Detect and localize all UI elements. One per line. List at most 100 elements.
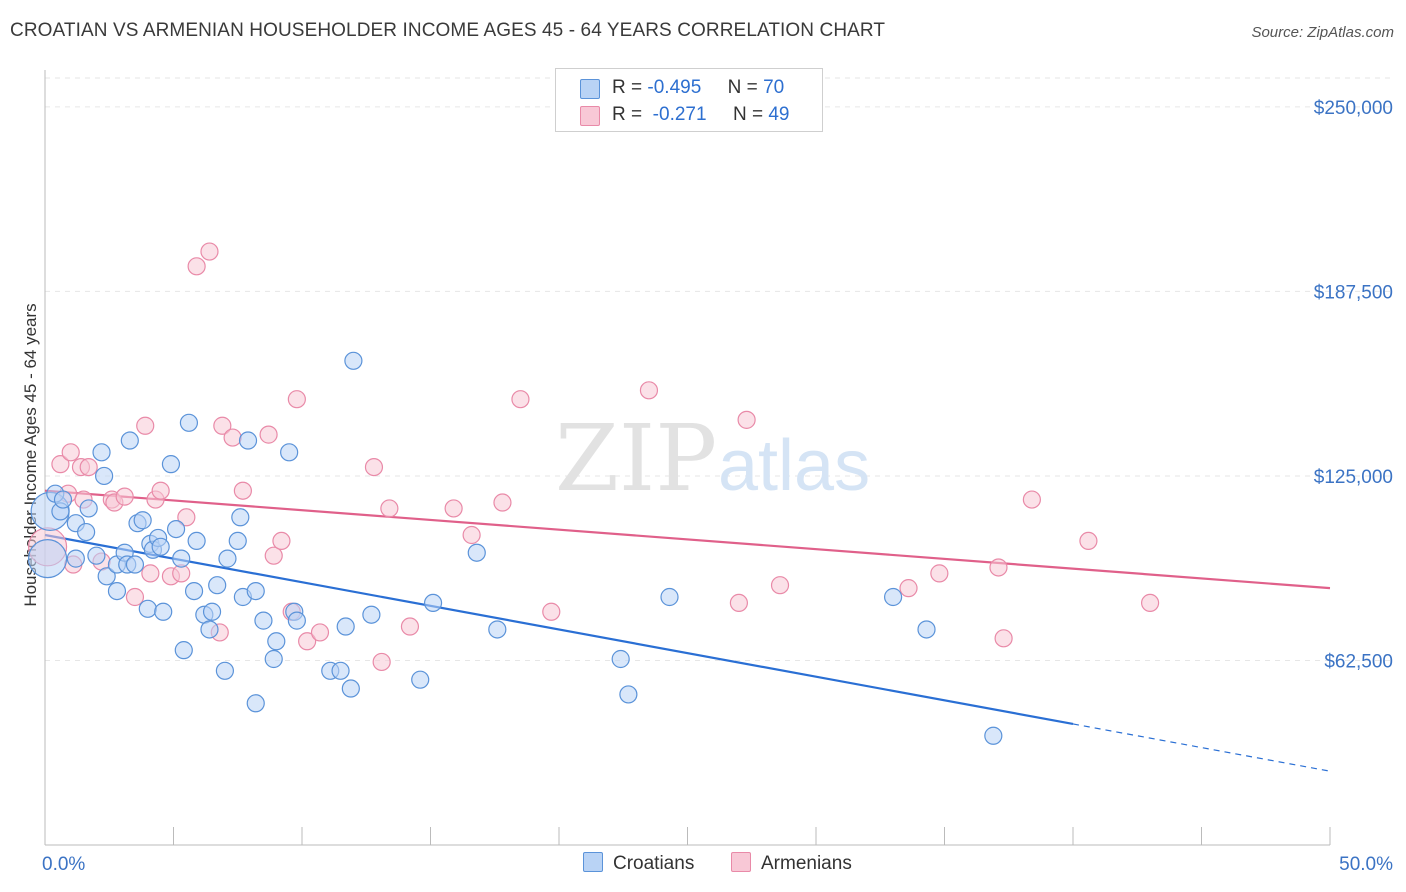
armenians-point bbox=[200, 242, 219, 261]
x-tick-label: 50.0% bbox=[1339, 854, 1393, 875]
armenians-points bbox=[27, 242, 1160, 672]
croatians-point bbox=[79, 499, 98, 518]
armenians-point bbox=[223, 428, 242, 447]
croatians-legend-swatch bbox=[583, 852, 603, 872]
croatians-point bbox=[619, 685, 638, 704]
croatians-point bbox=[92, 443, 111, 462]
armenians-point bbox=[1140, 593, 1160, 613]
croatians-point bbox=[172, 549, 191, 568]
armenians-point bbox=[372, 652, 391, 672]
armenians-point bbox=[1079, 531, 1098, 551]
armenians-point bbox=[187, 257, 206, 276]
armenians-point bbox=[233, 481, 252, 500]
armenians-point bbox=[125, 587, 145, 607]
croatians-point bbox=[161, 455, 181, 474]
croatians-point bbox=[125, 555, 145, 574]
watermark-zip: ZIP bbox=[555, 405, 717, 512]
croatians-point bbox=[87, 546, 106, 565]
y-tick-label: $187,500 bbox=[1314, 282, 1393, 303]
armenians-point bbox=[213, 416, 232, 435]
armenians-point bbox=[136, 416, 155, 435]
armenians-point bbox=[310, 623, 330, 642]
armenians-n-value: 49 bbox=[768, 104, 790, 125]
bottom-legend-armenians: Armenians bbox=[731, 852, 852, 875]
armenians-point bbox=[115, 487, 134, 506]
watermark: ZIP atlas bbox=[555, 405, 870, 512]
armenians-r-value: -0.271 bbox=[652, 104, 707, 125]
croatians-point bbox=[107, 581, 127, 601]
croatians-trend-line bbox=[44, 533, 1074, 726]
armenians-point bbox=[729, 593, 749, 613]
armenians-point bbox=[462, 525, 481, 545]
correlation-legend: R = -0.495 N = 70 R = -0.271 N = 49 bbox=[555, 68, 823, 132]
croatians-point bbox=[166, 519, 186, 539]
armenians-legend-swatch bbox=[731, 852, 751, 872]
croatians-point bbox=[77, 522, 96, 542]
croatians-point bbox=[264, 649, 283, 669]
croatians-point bbox=[228, 531, 247, 551]
croatians-point bbox=[27, 539, 68, 579]
croatians-point bbox=[215, 661, 234, 680]
croatians-point bbox=[267, 632, 286, 651]
croatians-point bbox=[95, 466, 114, 486]
axes bbox=[44, 70, 1331, 846]
x-tick-label: 0.0% bbox=[42, 854, 85, 875]
y-axis-title: Householder Income Ages 45 - 64 years bbox=[21, 303, 40, 606]
croatians-point bbox=[184, 581, 204, 601]
armenians-point bbox=[151, 481, 170, 500]
armenians-point bbox=[511, 390, 530, 409]
armenians-point bbox=[899, 579, 918, 598]
croatians-points bbox=[27, 351, 1003, 745]
armenians-point bbox=[493, 493, 512, 512]
croatians-point bbox=[411, 670, 430, 689]
croatians-point bbox=[917, 620, 936, 639]
croatians-point bbox=[151, 537, 170, 556]
legend-n-label: N = bbox=[727, 77, 758, 98]
armenians-point bbox=[444, 499, 463, 518]
croatians-point bbox=[238, 431, 258, 450]
croatians-point bbox=[208, 576, 227, 595]
armenians-legend-label: Armenians bbox=[761, 853, 852, 874]
croatians-point bbox=[344, 351, 363, 370]
croatians-point bbox=[138, 599, 157, 618]
armenians-point bbox=[264, 546, 283, 565]
armenians-swatch bbox=[580, 106, 600, 126]
croatians-point bbox=[120, 431, 139, 450]
croatians-point bbox=[611, 649, 630, 669]
croatians-point bbox=[280, 443, 299, 462]
croatians-point bbox=[423, 593, 443, 613]
croatians-point bbox=[218, 549, 237, 568]
armenians-point bbox=[737, 410, 756, 429]
croatians-point bbox=[883, 587, 903, 607]
armenians-point bbox=[177, 508, 196, 527]
bottom-legend-croatians: Croatians bbox=[583, 852, 694, 875]
armenians-point bbox=[61, 443, 80, 462]
armenians-point bbox=[79, 457, 98, 477]
armenians-point bbox=[298, 632, 317, 651]
croatians-point bbox=[231, 508, 250, 527]
armenians-point bbox=[364, 457, 384, 477]
croatians-point bbox=[133, 511, 152, 530]
legend-r-label: R = bbox=[612, 77, 643, 98]
croatians-point bbox=[97, 567, 116, 586]
croatians-point bbox=[287, 611, 306, 630]
croatians-point bbox=[246, 581, 265, 601]
armenians-point bbox=[380, 499, 399, 518]
armenians-point bbox=[259, 425, 278, 444]
y-tick-label: $62,500 bbox=[1324, 651, 1393, 672]
y-tick-labels: $62,500 $125,000 $187,500 $250,000 bbox=[1314, 98, 1393, 673]
croatians-point bbox=[53, 490, 73, 509]
armenians-point bbox=[141, 564, 160, 583]
croatians-point bbox=[331, 661, 350, 680]
croatians-point bbox=[984, 726, 1003, 745]
croatians-point bbox=[187, 531, 206, 551]
armenians-point bbox=[51, 455, 70, 474]
y-tick-label: $250,000 bbox=[1314, 98, 1393, 119]
y-tick-label: $125,000 bbox=[1314, 467, 1393, 488]
croatians-trend-extension bbox=[1072, 723, 1331, 772]
armenians-point bbox=[542, 602, 561, 621]
croatians-point bbox=[66, 549, 85, 568]
croatians-point bbox=[154, 602, 173, 621]
croatians-point bbox=[174, 641, 193, 660]
armenians-trend-line bbox=[44, 489, 1331, 590]
